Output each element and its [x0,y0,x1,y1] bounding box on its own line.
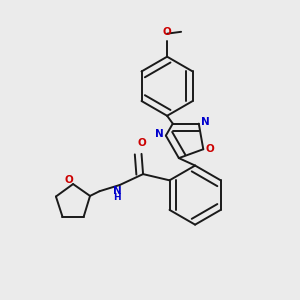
Text: N: N [201,117,210,127]
Text: O: O [65,175,74,185]
Text: N: N [154,129,164,139]
Text: H: H [113,193,121,202]
Text: O: O [137,138,146,148]
Text: O: O [206,144,214,154]
Text: O: O [163,27,172,37]
Text: N: N [113,186,122,196]
